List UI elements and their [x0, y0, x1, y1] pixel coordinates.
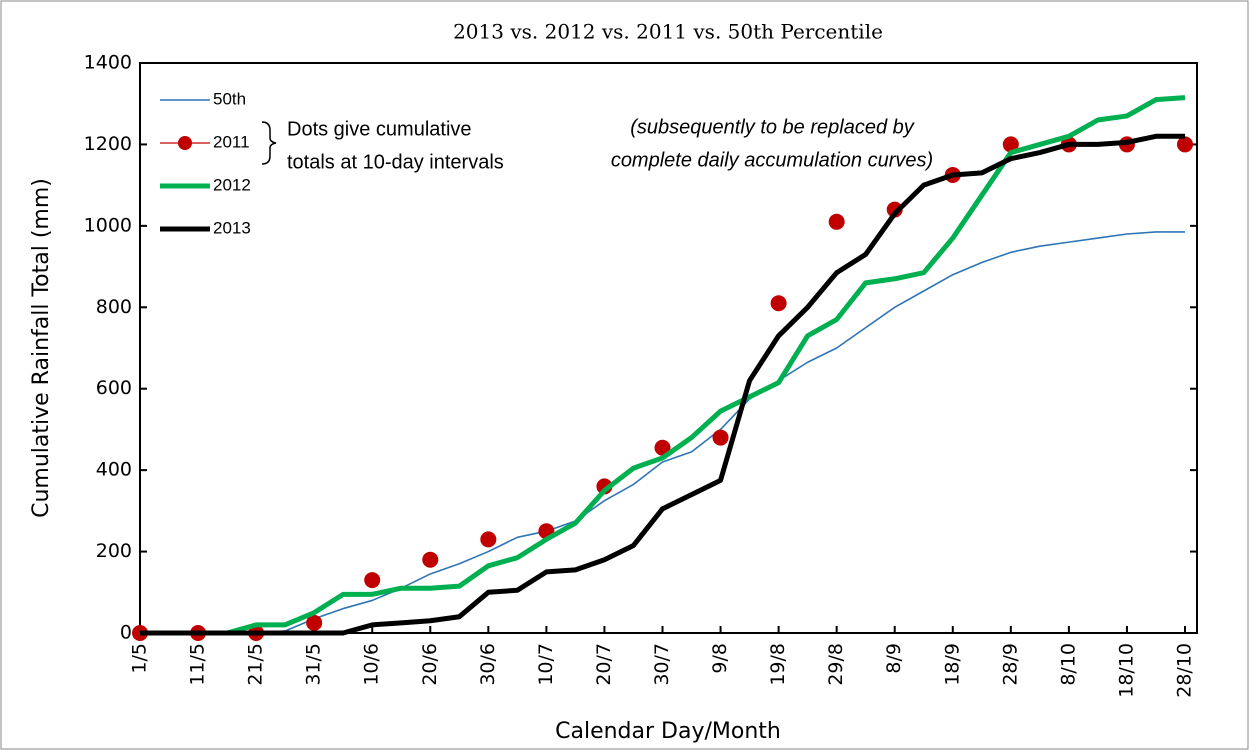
series-dot — [654, 439, 671, 456]
series-dot — [364, 572, 381, 589]
x-tick-label: 18/10 — [1115, 643, 1137, 698]
y-tick-label: 600 — [96, 377, 132, 399]
series-dot — [1002, 136, 1019, 153]
x-tick-label: 11/5 — [187, 643, 209, 686]
series-dot — [828, 213, 845, 230]
y-tick-label: 0 — [120, 622, 132, 644]
y-tick-label: 400 — [96, 459, 132, 481]
x-tick-label: 9/8 — [709, 643, 731, 674]
series-dot — [712, 429, 729, 446]
legend-label: 2013 — [213, 218, 251, 237]
chart-title: 2013 vs. 2012 vs. 2011 vs. 50th Percenti… — [453, 20, 883, 44]
y-tick-label: 1400 — [84, 52, 132, 74]
x-tick-label: 19/8 — [767, 643, 789, 686]
series-dot — [886, 201, 903, 218]
series-line — [140, 133, 1185, 636]
x-tick-label: 10/7 — [535, 643, 557, 686]
brace — [261, 121, 277, 165]
x-tick-label: 8/10 — [1057, 643, 1079, 686]
x-tick-label: 21/5 — [245, 643, 267, 686]
x-tick-label: 28/9 — [999, 643, 1021, 686]
x-tick-label: 30/6 — [477, 643, 499, 686]
x-tick-label: 20/6 — [419, 643, 441, 686]
legend-label: 50th — [213, 89, 246, 108]
legend-label: 2011 — [213, 132, 250, 151]
series-dot — [480, 531, 497, 548]
x-axis-label: Calendar Day/Month — [555, 719, 781, 744]
series-dot — [770, 295, 787, 312]
x-tick-label: 31/5 — [303, 643, 325, 686]
series-dot — [422, 551, 439, 568]
y-axis-label: Cumulative Rainfall Total (mm) — [29, 178, 54, 518]
x-tick-label: 30/7 — [651, 643, 673, 686]
y-tick-label: 1200 — [84, 133, 132, 155]
x-tick-label: 28/10 — [1174, 643, 1196, 698]
legend-dot — [178, 136, 192, 150]
x-tick-label: 1/5 — [129, 643, 151, 674]
series-line — [140, 95, 1186, 636]
plot-area — [139, 62, 1198, 634]
legend-label: 2012 — [213, 175, 251, 194]
x-tick-label: 29/8 — [825, 643, 847, 686]
x-tick-label: 8/9 — [883, 643, 905, 674]
series-dot — [1177, 136, 1193, 153]
y-tick-label: 1000 — [84, 214, 132, 236]
annotation: (subsequently to be replaced by — [630, 116, 915, 138]
annotation: totals at 10-day intervals — [287, 151, 504, 173]
y-tick-label: 200 — [96, 540, 132, 562]
x-tick-label: 20/7 — [593, 643, 615, 686]
annotation: complete daily accumulation curves) — [611, 149, 933, 171]
x-tick-label: 10/6 — [361, 643, 383, 686]
annotation: Dots give cumulative — [287, 118, 472, 140]
series-dot — [306, 614, 323, 631]
y-tick-label: 800 — [96, 296, 132, 318]
x-tick-label: 18/9 — [941, 643, 963, 686]
